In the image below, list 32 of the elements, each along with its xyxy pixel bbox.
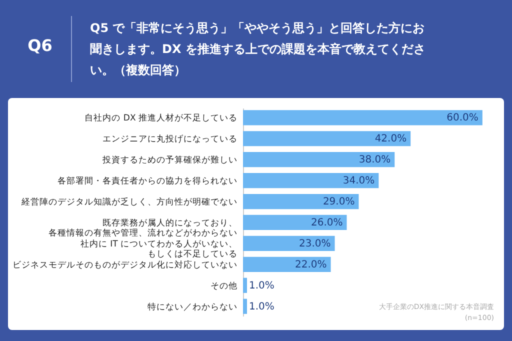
bar [243, 278, 247, 293]
bar [243, 152, 395, 168]
data-label: 23.0% [299, 238, 331, 250]
bar [243, 298, 247, 314]
y-tick-label: 各部署間・各責任者からの協力を得られない [58, 176, 238, 187]
y-tick-label: 投資するための予算確保が難しい [102, 154, 238, 166]
data-label: 1.0% [248, 301, 274, 312]
data-label: 60.0% [446, 112, 478, 124]
y-tick-label: 社内に IT についてわかる人がいない、もしくは不足している [80, 238, 238, 260]
data-label: 22.0% [295, 259, 327, 270]
chart-subtitle: Q5 で「非常にそう思う」「ややそう思う」と回答した方にお聞きします。DX を推進する上での課題を本音で教えてください。（複数回答） [90, 20, 426, 79]
data-label: 29.0% [322, 196, 355, 208]
y-tick-label: その他 [210, 280, 238, 292]
y-tick-label: 経営陣のデジタル知識が乏しく、方向性が明確でない [20, 196, 238, 208]
y-tick-label: 特にない／わからない [148, 301, 238, 312]
bar [243, 131, 411, 146]
data-label: 26.0% [310, 217, 343, 228]
bar [243, 214, 347, 230]
bar [243, 236, 335, 251]
data-label: 34.0% [342, 176, 375, 187]
bar [243, 110, 482, 126]
y-tick-label: 既存業務が属人的になっており、各種情報の有無や管理、流れなどがわからない [48, 217, 238, 238]
bar [243, 173, 379, 188]
data-label: 1.0% [248, 280, 274, 292]
data-label: 38.0% [358, 154, 391, 166]
text: Q6 [26, 36, 54, 55]
data-label: 42.0% [374, 134, 407, 145]
bar [243, 256, 331, 272]
y-tick-label: 自社内の DX 推進人材が不足している [84, 112, 238, 124]
y-tick-label: エンジニアに丸投げになっている [102, 134, 238, 145]
y-tick-label: ビジネスモデルそのものがデジタル化に対応していない [12, 259, 238, 270]
bar [243, 194, 359, 210]
